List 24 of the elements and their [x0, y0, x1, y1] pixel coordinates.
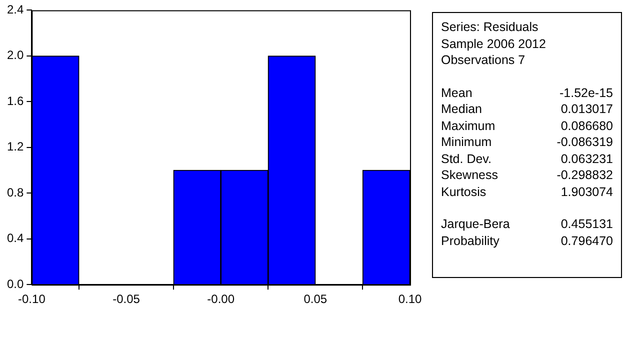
y-tick-label: 0.0	[6, 276, 24, 291]
x-tick-label: -0.05	[112, 292, 140, 306]
y-tick-label: 1.6	[6, 94, 24, 108]
x-tick-label: 0.05	[304, 292, 328, 306]
y-tick-label: 2.0	[6, 48, 24, 62]
text: Std. Dev. 0.063231	[441, 152, 613, 166]
text: Kurtosis 1.903074	[441, 184, 613, 198]
y-tick-label: 1.2	[6, 140, 24, 154]
text: Median 0.013017	[441, 102, 613, 116]
y-tick-label: 2.4	[6, 2, 24, 17]
text: Sample 2006 2012	[441, 36, 547, 52]
text: Probability 0.796470	[441, 234, 613, 248]
text: Observations 7	[441, 52, 526, 68]
y-tick-label: 0.4	[6, 231, 24, 246]
x-tick-label: 0.10	[398, 292, 422, 306]
text: Series: Residuals	[441, 19, 540, 36]
y-tick-label: 0.8	[6, 185, 24, 200]
text: Maximum 0.086680	[441, 118, 613, 132]
x-tick-label: -0.00	[207, 292, 235, 306]
text: Minimum -0.086319	[441, 135, 613, 149]
x-tick-label: -0.10	[18, 292, 46, 306]
text: Jarque-Bera 0.455131	[441, 217, 613, 231]
text: Skewness -0.298832	[441, 168, 613, 182]
text: Mean -1.52e-15	[441, 86, 613, 100]
